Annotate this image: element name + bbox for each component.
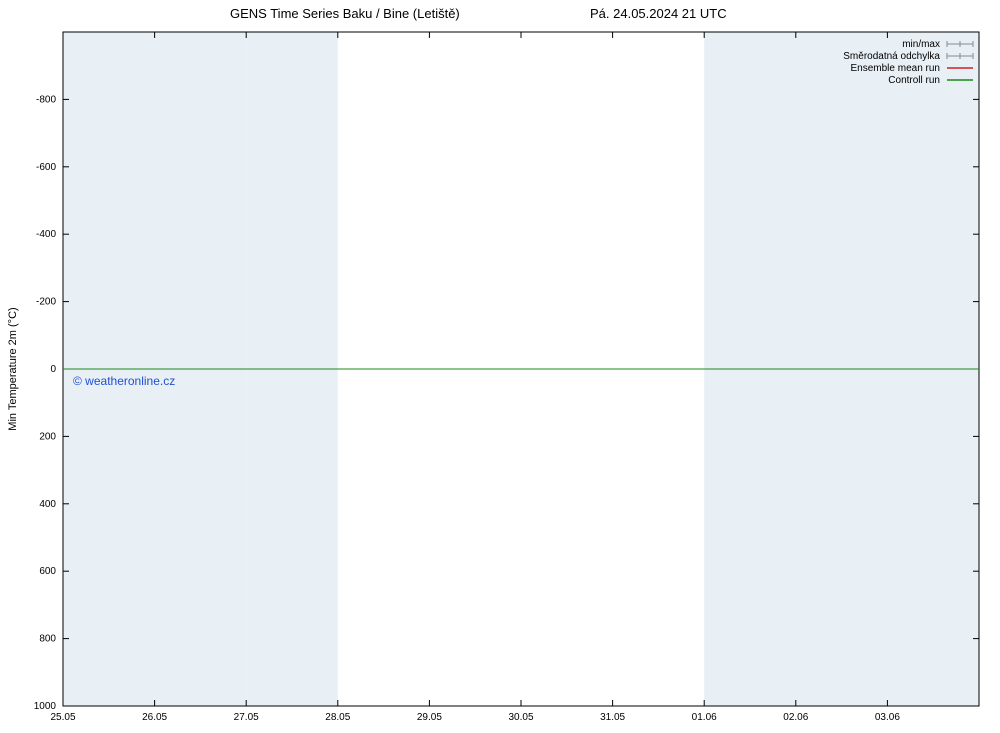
legend-label: min/max xyxy=(902,39,940,50)
legend-label: Controll run xyxy=(888,75,940,86)
timeseries-chart: -800 -600 -400 -200 0 200 400 600 800 100025.05 26… xyxy=(0,0,1000,733)
y-axis-label: Min Temperature 2m (°C) xyxy=(7,307,19,430)
x-tick-label: 02.06 xyxy=(783,712,808,723)
y-tick-label: 0 xyxy=(50,364,56,375)
legend-label: Směrodatná odchylka xyxy=(843,51,940,62)
y-tick-label: 800 xyxy=(39,634,56,645)
x-tick-label: 26.05 xyxy=(142,712,167,723)
y-tick-label: -600 xyxy=(36,162,56,173)
x-tick-label: 30.05 xyxy=(508,712,533,723)
legend-label: Ensemble mean run xyxy=(851,63,941,74)
y-tick-label: 600 xyxy=(39,566,56,577)
y-tick-label: -800 xyxy=(36,94,56,105)
chart-title-right: Pá. 24.05.2024 21 UTC xyxy=(590,6,727,21)
x-tick-label: 31.05 xyxy=(600,712,625,723)
y-tick-label: -200 xyxy=(36,297,56,308)
chart-title-left: GENS Time Series Baku / Bine (Letiště) xyxy=(230,6,460,21)
y-tick-label: 400 xyxy=(39,499,56,510)
x-tick-label: 03.06 xyxy=(875,712,900,723)
y-tick-label: 200 xyxy=(39,431,56,442)
watermark: © weatheronline.cz xyxy=(73,374,175,388)
chart-container: -800 -600 -400 -200 0 200 400 600 800 100025.05 26… xyxy=(0,0,1000,733)
x-tick-label: 27.05 xyxy=(234,712,259,723)
x-tick-label: 28.05 xyxy=(325,712,350,723)
y-tick-label: -400 xyxy=(36,229,56,240)
x-tick-label: 29.05 xyxy=(417,712,442,723)
x-tick-label: 01.06 xyxy=(692,712,717,723)
x-tick-label: 25.05 xyxy=(50,712,75,723)
y-tick-label: 1000 xyxy=(34,701,57,712)
